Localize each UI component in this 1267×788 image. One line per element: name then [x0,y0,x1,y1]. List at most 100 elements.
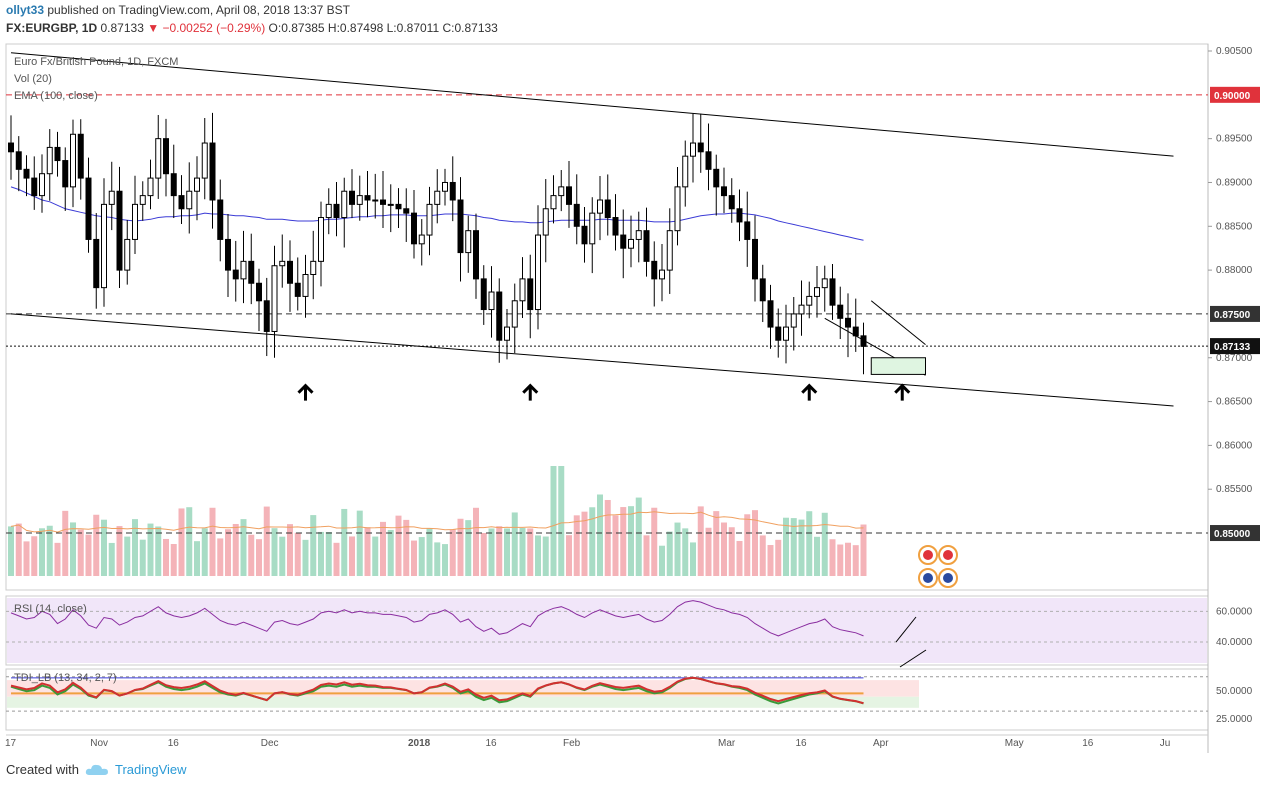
volume-bar [783,517,789,576]
candle [457,177,464,282]
y-tick-label: 0.86500 [1216,397,1253,408]
volume-bar [651,507,658,576]
candle-body [566,186,572,205]
volume-bar [674,522,681,576]
volume-bar [163,538,169,576]
candle [263,277,270,357]
candle-body [783,326,789,341]
candle [713,154,720,216]
last-price: 0.87133 [100,21,144,35]
candle-body [790,313,797,328]
price-tag [1210,338,1260,355]
candle [403,188,410,242]
volume-bar [318,531,324,576]
volume-bar [263,506,270,576]
candle [333,181,340,237]
publish-line: ollyt33 published on TradingView.com, Ap… [6,3,350,17]
candle [736,189,743,242]
candle-body [108,190,115,205]
volume-bar [395,515,402,576]
candle-body [442,181,448,192]
volume-bar [302,539,309,576]
candle [697,113,704,173]
candle [798,280,805,336]
candle-body [535,234,541,311]
candle-body [46,146,53,175]
candle-body [449,181,456,201]
volume-bar [519,527,526,576]
volume-bar [356,510,363,576]
candle-body [387,203,394,206]
candle [217,179,224,262]
up-arrow-icon [894,383,911,401]
volume-bar [473,507,479,576]
candle [31,156,38,210]
candle [70,119,76,208]
candle-body [767,300,774,328]
volume-bar [744,514,751,576]
volume-bar [705,527,712,576]
candle [728,178,735,223]
volume-bar [488,528,495,576]
candle-body [620,234,627,249]
symbol-label: FX:EURGBP, 1D [6,21,98,35]
candle-body [643,230,650,262]
candle-body [480,278,487,311]
candle [589,197,596,274]
candle [635,211,642,263]
rsi-divergence-line [895,616,917,643]
upper-channel-trendline [10,52,1174,157]
tdi-signal-line [10,676,864,705]
y-tick-label: 0.89500 [1216,134,1253,145]
tradingview-logo-text[interactable]: TradingView [114,762,187,777]
candle [139,181,146,221]
author-link[interactable]: ollyt33 [6,3,45,17]
candle-body [186,190,193,210]
candle-body [170,173,177,197]
volume-bar [860,524,867,576]
candle-body [612,217,619,236]
volume-bar [589,507,596,576]
candle-body [333,203,340,219]
candle-body [372,199,379,202]
flag-event-dot [923,550,933,560]
volume-bar [232,523,239,576]
candle-body [62,160,69,188]
candle [256,268,262,331]
candle [527,254,534,339]
candle [682,140,689,207]
price-chart[interactable]: 0.90500 0.89500 0.89000 0.88500 0.88000 0.870… [0,40,1267,755]
candle-body [194,177,200,192]
candle [643,207,650,277]
volume-bar [341,508,348,576]
flag-event-dot [943,573,953,583]
volume-bar [814,536,820,576]
x-tick-label: Feb [563,738,581,749]
volume-bar [597,494,603,576]
candle [240,230,247,304]
volume-bar [85,534,92,576]
tdi-label: TDI_LB (13, 34, 2, 7) [14,672,117,684]
volume-bar [845,542,851,576]
candle [23,155,30,197]
volume-bar [8,526,14,576]
candle [380,170,386,229]
candle [449,156,456,222]
volume-bar [852,545,859,576]
candle-body [581,225,588,245]
volume-bar [93,514,100,576]
candle-body [318,217,324,262]
volume-bar [426,527,433,576]
rsi-label: RSI (14, close) [14,603,87,615]
volume-bar [279,536,286,576]
volume-bar [54,542,61,576]
candle [752,215,758,302]
candle [744,191,751,267]
candle [155,114,162,199]
candle [674,166,681,246]
tdi-lower-band [7,696,919,708]
candle [147,159,154,210]
candle [573,174,580,245]
volume-bar [194,541,200,576]
candle [473,213,479,299]
